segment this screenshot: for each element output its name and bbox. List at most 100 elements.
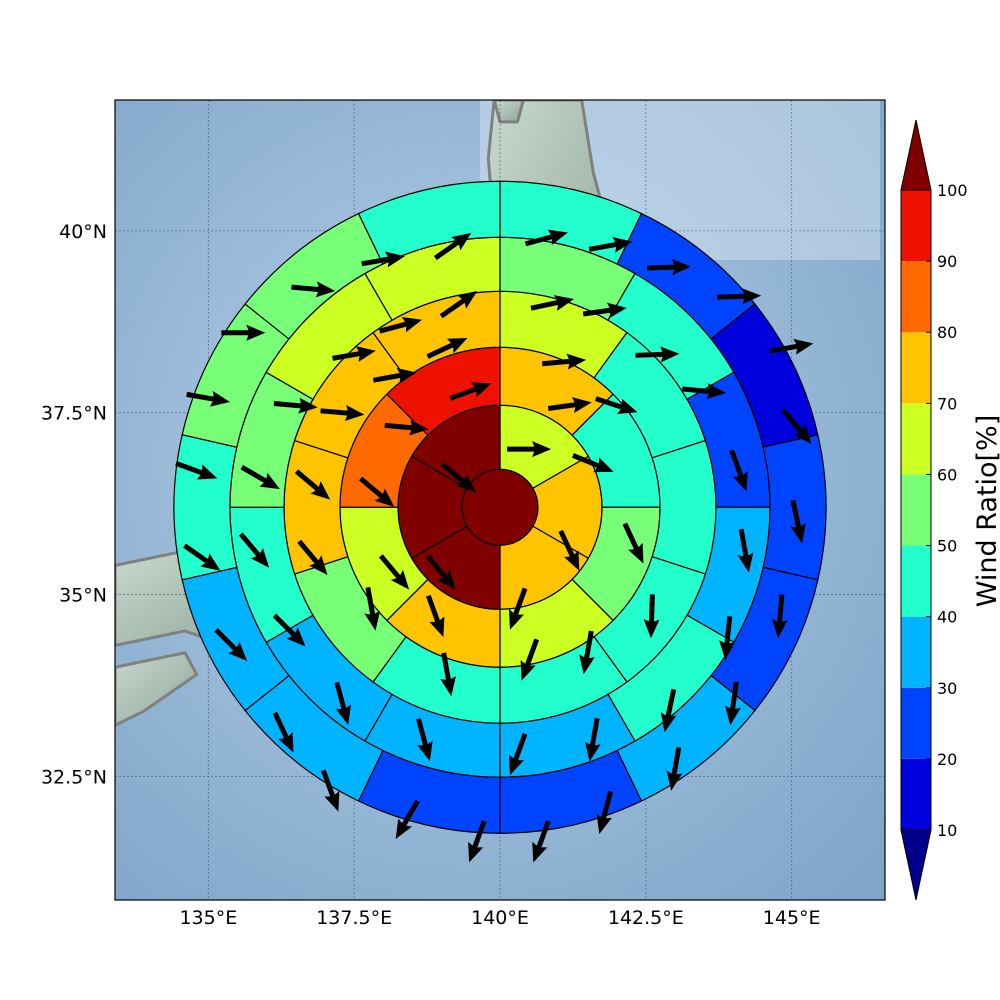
latitude-tick-labels: 40°N 37.5°N 35°N 32.5°N <box>41 221 107 788</box>
wind-arrow <box>364 586 381 631</box>
latitude-tick-label: 40°N <box>59 221 107 243</box>
wind-arrow-shape <box>294 469 331 500</box>
wind-arrow <box>334 681 352 725</box>
wind-arrow <box>558 529 580 571</box>
colorbar-level <box>901 687 931 759</box>
wind-arrow-shape <box>273 397 318 414</box>
wind-arrow-shape <box>320 405 365 421</box>
wind-arrow <box>769 338 814 355</box>
wind-arrow <box>425 554 456 590</box>
wind-arrow <box>238 532 270 568</box>
wind-ratio-cell <box>651 439 717 575</box>
wind-arrow-shape <box>660 688 677 733</box>
wind-arrow-shape <box>790 499 806 544</box>
wind-arrow-shape <box>571 453 614 473</box>
wind-arrow <box>532 820 551 863</box>
wind-arrow <box>635 346 680 363</box>
wind-arrow-shape <box>635 346 680 363</box>
colorbar-level <box>901 616 931 688</box>
wind-arrow <box>582 302 627 319</box>
wind-arrow <box>547 397 592 413</box>
wind-arrow <box>439 291 478 319</box>
wind-arrow-shape <box>547 397 592 413</box>
longitude-tick-label: 135°E <box>179 907 237 929</box>
colorbar-tick-label: 90 <box>937 252 957 271</box>
wind-arrow-shape <box>737 528 754 573</box>
wind-arrow-shape <box>221 324 266 341</box>
colorbar-label: Wind Ratio[%] <box>972 415 1000 607</box>
wind-arrow <box>508 733 528 776</box>
wind-arrow <box>214 628 248 662</box>
wind-arrow <box>449 382 492 401</box>
wind-arrow-shape <box>433 232 472 261</box>
wind-arrow-shape <box>449 382 492 401</box>
colorbar-level <box>901 474 931 546</box>
wind-arrow <box>622 522 644 564</box>
colorbar-tick-label: 80 <box>937 323 957 342</box>
wind-arrow-shape <box>582 302 627 319</box>
wind-ratio-cell <box>357 180 501 265</box>
wind-arrow <box>395 799 420 840</box>
wind-arrow <box>240 465 280 490</box>
wind-arrow-shape <box>384 419 429 436</box>
wind-arrow-shape <box>588 237 633 253</box>
longitude-tick-label: 142.5°E <box>608 907 684 929</box>
wind-arrow-shape <box>520 638 540 681</box>
latitude-tick-label: 32.5°N <box>41 766 107 788</box>
colorbar-level <box>901 403 931 475</box>
wind-arrow-shape <box>175 461 218 480</box>
wind-arrow-shape <box>558 529 580 571</box>
colorbar-tick-label: 10 <box>937 821 957 840</box>
longitude-tick-label: 145°E <box>763 907 821 929</box>
wind-arrow-shape <box>214 628 248 662</box>
wind-arrow <box>729 449 748 492</box>
wind-arrow <box>588 237 633 253</box>
wind-arrow <box>272 613 306 647</box>
wind-arrow-shape <box>361 251 405 268</box>
wind-arrow <box>359 476 395 507</box>
colorbar-level <box>901 261 931 333</box>
wind-arrow-shape <box>416 718 433 762</box>
wind-arrow <box>571 453 614 473</box>
wind-arrow <box>273 397 318 414</box>
wind-arrow-shape <box>425 554 456 590</box>
wind-arrow <box>378 554 410 590</box>
wind-arrow-shape <box>238 532 270 568</box>
wind-arrow-shape <box>395 799 420 840</box>
wind-arrow <box>221 324 266 341</box>
land-shape <box>115 651 199 727</box>
wind-arrow-shape <box>769 338 814 355</box>
colorbar-tick-label: 70 <box>937 394 957 413</box>
wind-arrow <box>320 769 340 812</box>
wind-arrow <box>291 281 336 298</box>
wind-arrow <box>416 718 433 762</box>
wind-arrow <box>361 251 405 268</box>
wind-arrow-shape <box>240 465 280 490</box>
wind-arrow-shape <box>183 543 221 571</box>
wind-arrow-shape <box>594 396 638 414</box>
longitude-tick-label: 137.5°E <box>316 907 392 929</box>
wind-arrow <box>320 405 365 421</box>
wind-arrow <box>647 259 692 276</box>
colorbar-under-arrow <box>900 829 932 901</box>
wind-arrow-shape <box>297 539 328 576</box>
wind-arrow-shape <box>666 746 683 791</box>
colorbar-tick-label: 60 <box>937 465 957 484</box>
colorbar-level <box>901 190 931 262</box>
wind-arrow-shape <box>186 390 230 407</box>
wind-arrow <box>666 746 683 791</box>
wind-arrow <box>297 539 328 576</box>
wind-arrow <box>790 499 806 544</box>
wind-ratio-cell <box>283 439 349 575</box>
wind-arrow-shape <box>378 554 410 590</box>
colorbar-level <box>901 332 931 404</box>
wind-arrow <box>530 295 575 311</box>
wind-arrow-shape <box>682 383 727 400</box>
wind-arrow <box>584 717 601 762</box>
wind-arrow-shape <box>372 367 417 384</box>
colorbar-level <box>901 758 931 830</box>
wind-arrow-shape <box>320 769 340 812</box>
wind-arrow <box>524 229 568 247</box>
wind-arrow-shape <box>508 587 528 630</box>
colorbar-tick-label: 30 <box>937 679 957 698</box>
